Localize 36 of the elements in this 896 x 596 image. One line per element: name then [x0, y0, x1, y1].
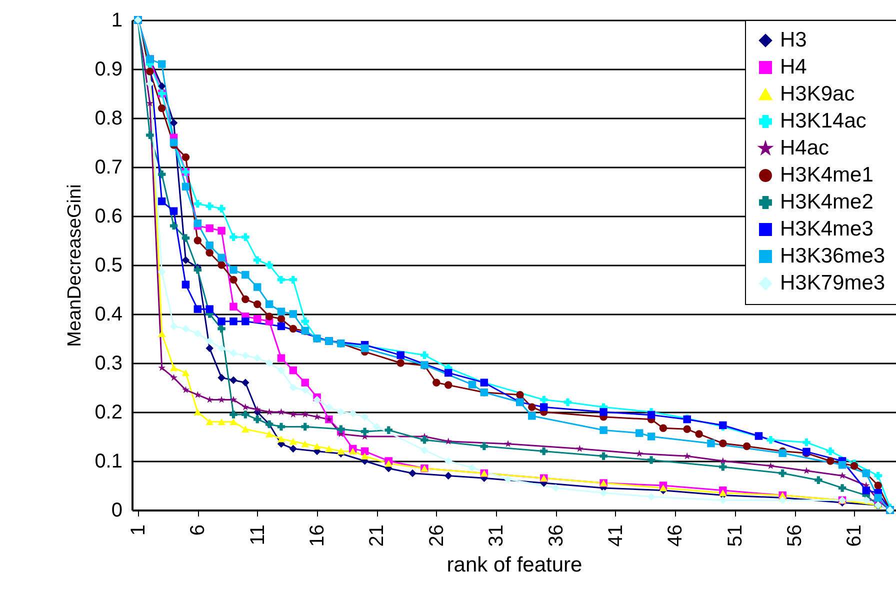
legend-label: H3K14ac: [780, 110, 866, 132]
y-tick-label: 0.7: [94, 156, 122, 178]
legend-label: H3K4me2: [780, 190, 874, 214]
legend-label: H3K4me3: [780, 218, 874, 240]
y-tick-label: 1: [111, 10, 122, 32]
x-tick-label: 51: [724, 524, 746, 547]
x-tick-label: 1: [127, 524, 150, 536]
x-tick-label: 31: [486, 524, 508, 547]
legend-label: H3K36me3: [780, 244, 886, 268]
x-tick-label: 61: [844, 524, 866, 547]
y-tick-label: 0.5: [94, 254, 122, 276]
legend-label: H3: [780, 28, 807, 52]
y-tick-label: 0.3: [94, 352, 122, 374]
legend-label: H3K9ac: [780, 82, 855, 106]
x-tick-label: 11: [246, 524, 269, 546]
x-axis-title: rank of feature: [446, 554, 582, 577]
x-tick-label: 21: [366, 524, 388, 547]
x-tick-label: 46: [664, 524, 687, 547]
y-tick-label: 0.9: [94, 58, 122, 80]
x-tick-label: 26: [426, 524, 448, 547]
y-tick-label: 0.2: [94, 402, 122, 424]
x-tick-label: 41: [604, 524, 627, 547]
legend-label: H3K79me3: [780, 272, 886, 294]
x-tick-label: 6: [187, 524, 210, 536]
y-tick-label: 0: [111, 500, 122, 522]
y-tick-label: 0.1: [94, 450, 122, 472]
y-tick-label: 0.8: [94, 108, 122, 130]
y-tick-label: 0.6: [94, 206, 122, 228]
x-tick-label: 36: [545, 524, 568, 547]
x-tick-label: 56: [784, 524, 806, 547]
y-axis-title: MeanDecreaseGini: [64, 184, 86, 347]
legend-label: H3K4me1: [780, 164, 874, 186]
x-tick-label: 16: [306, 524, 329, 547]
y-tick-label: 0.4: [94, 304, 122, 326]
legend-label: H4: [780, 56, 808, 78]
legend-label: H4ac: [780, 136, 830, 160]
